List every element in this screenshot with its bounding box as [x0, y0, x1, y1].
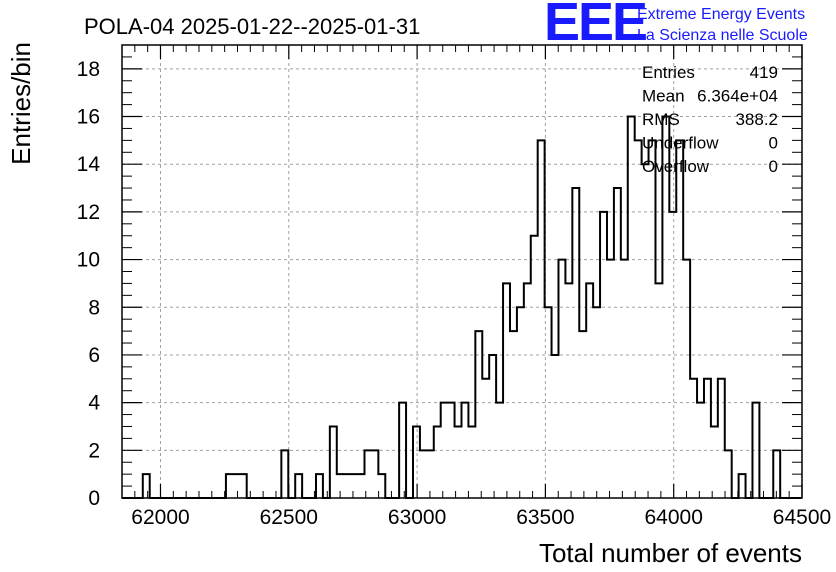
- x-tick-label: 62500: [260, 506, 318, 529]
- x-tick-label: 63000: [388, 506, 446, 529]
- grid-lines: [122, 45, 803, 498]
- y-tick-label: 2: [88, 439, 100, 462]
- x-tick-label: 62000: [131, 506, 189, 529]
- y-axis-title: Entries/bin: [6, 42, 36, 165]
- eee-logo: EEE Extreme Energy Events La Scienza nel…: [544, 0, 808, 52]
- x-tick-label: 63500: [516, 506, 574, 529]
- x-tick-label: 64500: [773, 506, 831, 529]
- chart-title: POLA-04 2025-01-22--2025-01-31: [84, 14, 420, 39]
- stats-label: Underflow: [642, 134, 719, 153]
- stats-label: Overflow: [642, 157, 710, 176]
- plot-frame: [121, 44, 803, 499]
- x-axis-title: Total number of events: [539, 538, 802, 568]
- y-tick-label: 10: [77, 249, 100, 272]
- tick-labels: 62000 62500 63000 63500 64000 64500 0 2 4 6 8 10 12 1…: [77, 58, 832, 529]
- logo-line-1: Extreme Energy Events: [637, 6, 805, 23]
- y-tick-label: 16: [77, 106, 100, 129]
- stats-value: 6.364e+04: [697, 87, 778, 106]
- eee-logo-mark: EEE: [544, 0, 646, 52]
- y-tick-label: 12: [77, 201, 100, 224]
- stats-value: 388.2: [735, 110, 778, 129]
- y-tick-label: 0: [88, 487, 100, 510]
- stats-value: 0: [769, 134, 778, 153]
- x-tick-label: 64000: [644, 506, 702, 529]
- y-tick-label: 14: [77, 153, 101, 176]
- stats-label: Mean: [642, 87, 685, 106]
- axis-ticks: [121, 44, 803, 499]
- stats-label: Entries: [642, 63, 695, 82]
- y-tick-label: 8: [88, 296, 100, 319]
- stats-value: 419: [750, 63, 778, 82]
- stats-label: RMS: [642, 110, 680, 129]
- y-tick-label: 6: [88, 344, 100, 367]
- histogram-series: [122, 115, 801, 499]
- y-tick-label: 4: [88, 392, 100, 415]
- stats-box: Entries 419 Mean 6.364e+04 RMS 388.2 Underflow…: [642, 63, 778, 176]
- y-tick-label: 18: [77, 58, 100, 81]
- stats-value: 0: [769, 157, 778, 176]
- logo-line-2: La Scienza nelle Scuole: [637, 27, 808, 44]
